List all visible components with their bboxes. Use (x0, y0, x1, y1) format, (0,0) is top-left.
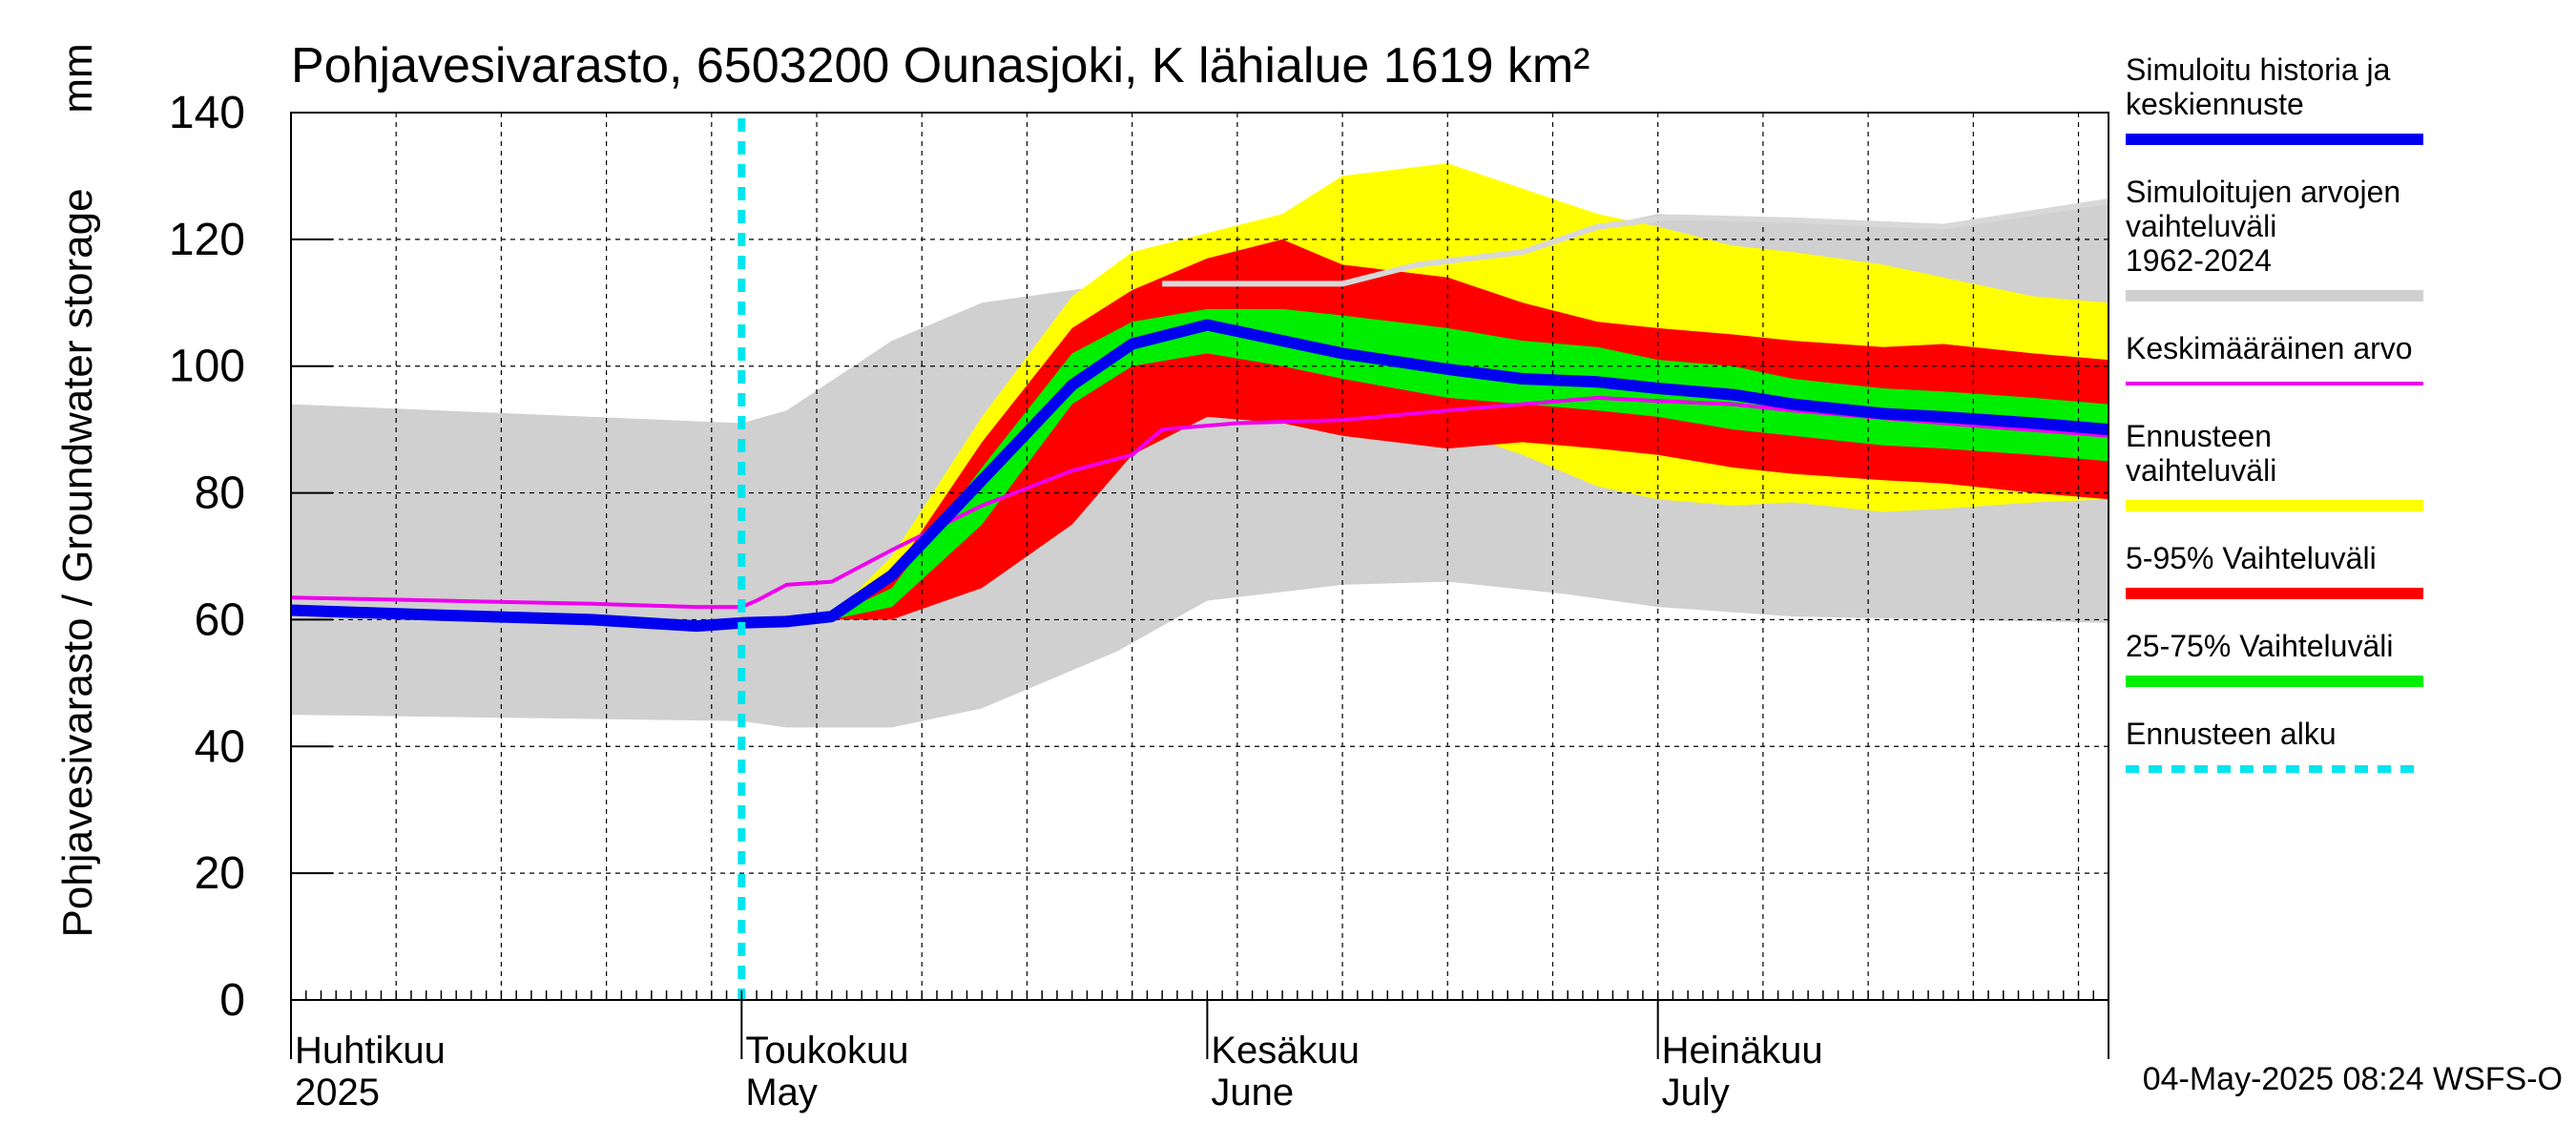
legend-label: Keskimääräinen arvo (2126, 331, 2413, 365)
y-tick-label: 0 (219, 975, 245, 1026)
footer-timestamp: 04-May-2025 08:24 WSFS-O (2143, 1061, 2563, 1097)
grid-layer (291, 113, 2109, 1000)
median-line (290, 319, 2109, 633)
band-25-75 (741, 308, 2109, 623)
y-tick-label: 80 (195, 468, 245, 519)
band-5-95 (741, 239, 2109, 623)
x-tick-label-month: Heinäkuu (1662, 1030, 1823, 1072)
legend-label: Ennusteen (2126, 419, 2272, 453)
x-tick-label-month: Huhtikuu (295, 1030, 446, 1072)
plot-area (290, 112, 2109, 1059)
plot-frame (290, 112, 2109, 1001)
y-axis-unit: mm (54, 43, 101, 113)
y-tick-label: 100 (169, 342, 245, 392)
x-tick-label-month: Kesäkuu (1211, 1030, 1360, 1072)
y-tick-label: 60 (195, 594, 245, 645)
y-tick-label: 20 (195, 848, 245, 899)
y-tick-labels: 0 20 40 60 80 100 120 140 (169, 88, 245, 1026)
legend-label: keskiennuste (2126, 87, 2304, 121)
x-tick-label-sub: July (1662, 1072, 1730, 1114)
y-tick-label: 140 (169, 88, 245, 138)
legend-label: Ennusteen alku (2126, 717, 2337, 751)
lines-layer (290, 118, 2109, 1000)
legend-label: 5-95% Vaihteluväli (2126, 541, 2377, 575)
history-max-line (1162, 198, 2109, 287)
legend-label: vaihteluväli (2126, 453, 2276, 488)
bands-layer (291, 163, 2109, 728)
y-axis-label: Pohjavesivarasto / Groundwater storage (54, 188, 101, 937)
x-tick-label-sub: June (1211, 1072, 1294, 1114)
mean-line (290, 395, 2109, 610)
legend-label: vaihteluväli (2126, 209, 2276, 243)
legend-label: Simuloitujen arvojen (2126, 175, 2400, 209)
y-tick-label: 120 (169, 215, 245, 265)
x-tick-label-sub: 2025 (295, 1072, 380, 1114)
legend-label: 25-75% Vaihteluväli (2126, 629, 2393, 663)
legend-label: Simuloitu historia ja (2126, 52, 2391, 87)
ticks-layer (290, 112, 2109, 1059)
legend-label: 1962-2024 (2126, 243, 2272, 278)
x-tick-label-sub: May (745, 1072, 818, 1114)
chart-title: Pohjavesivarasto, 6503200 Ounasjoki, K l… (291, 38, 1590, 94)
y-tick-label: 40 (195, 721, 245, 772)
x-tick-label-month: Toukokuu (745, 1030, 908, 1072)
